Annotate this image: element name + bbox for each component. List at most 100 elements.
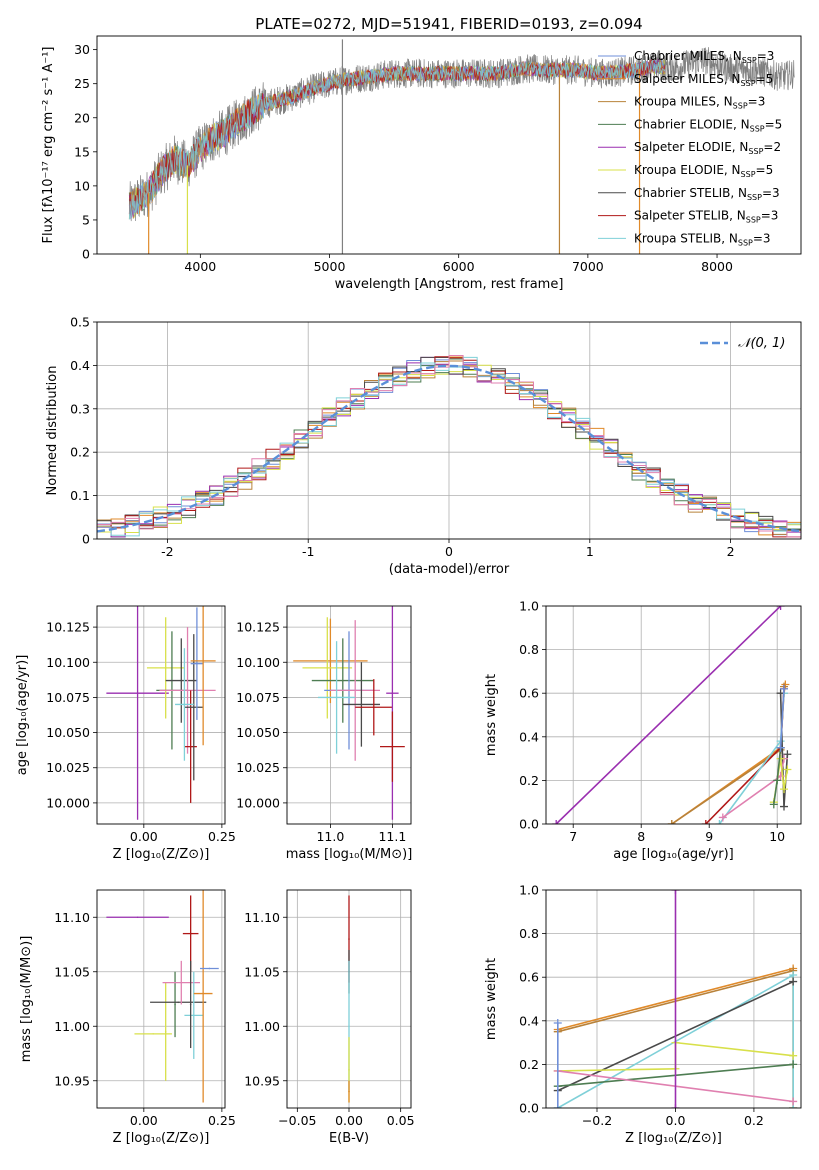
x-tick-label: 0.00 [130,1113,158,1128]
x-tick-label: 11.1 [378,829,406,844]
data-point [180,981,183,984]
y-tick-label: 10.050 [46,725,90,740]
y-tick-label: 0.5 [70,315,90,330]
weight-marker [715,820,724,824]
y-tick-label: 0.8 [519,642,539,657]
y-tick-label: 0.0 [519,1101,539,1116]
legend-entry: Kroupa MILES, NSSP=3 [634,95,765,111]
weight-marker [789,1097,798,1106]
weight-marker [667,820,676,824]
x-tick-label: 10 [769,829,785,844]
y-tick-label: 11.00 [54,1019,90,1034]
y-tick-label: 11.10 [244,910,280,925]
x-axis-label: wavelength [Angstrom, rest frame] [335,277,564,292]
data-point [360,703,363,706]
y-tick-label: 10.025 [46,760,90,775]
weight-marker [780,785,788,794]
weight-marker [553,1018,562,1027]
data-point [391,745,394,748]
x-axis-label: Z [log₁₀(Z/Z⊙)] [625,1131,722,1146]
data-point [326,667,329,669]
y-axis-label: mass weight [484,958,499,1040]
data-point [196,662,198,665]
x-tick-label: 8 [637,829,645,844]
histogram-step [97,354,801,538]
weight-marker [789,1060,798,1069]
x-tick-label: 0.0 [666,1113,686,1128]
spectrum-line [128,59,666,220]
y-tick-label: 0.6 [519,686,539,701]
x-tick-label: 9 [705,829,713,844]
data-point [136,692,139,694]
spectrum-legend: Chabrier MILES, NSSP=3 Salpeter MILES, NS… [598,49,782,247]
panel-mass_weight_vs_age: 7 8 9 10 0.0 0.2 0.4 0.6 0.8 1.0 age [log₁₀(age/yr… [484,599,802,862]
x-tick-label: 7 [569,829,577,844]
weight-marker [776,743,785,752]
y-axis-label: age [log₁₀(age/yr)] [15,655,30,776]
weight-line [555,606,782,824]
data-point [174,1003,176,1006]
y-tick-label: 10.95 [244,1073,280,1088]
data-point [192,1014,195,1017]
plot-content [546,890,801,1108]
x-tick-label: 5000 [314,259,346,274]
data-point [189,932,192,935]
axes-frame [96,889,226,1109]
x-tick-label: 8000 [701,259,733,274]
data-point [183,703,186,706]
data-point [202,992,204,995]
y-tick-label: 10 [74,178,90,193]
x-tick-label: 0.05 [387,1113,415,1128]
data-point [202,660,204,662]
weight-marker [780,802,788,811]
data-point [391,692,394,694]
x-tick-label: −0.05 [278,1113,316,1128]
weight-marker [769,800,778,809]
y-tick-label: 0.4 [70,358,90,373]
y-tick-label: 5 [82,212,90,227]
x-tick-label: 11.0 [316,829,344,844]
axes-frame [96,321,802,540]
y-tick-label: 0.8 [519,926,539,941]
weight-marker [776,606,785,610]
data-point [177,1001,179,1004]
data-point [348,1069,350,1071]
figure-title: PLATE=0272, MJD=51941, FIBERID=0193, z=0… [255,15,642,33]
weight-marker [783,765,792,774]
plot-area [546,606,801,824]
x-axis-label: (data-model)/error [389,562,510,577]
y-tick-label: 0.2 [519,773,539,788]
y-tick-label: 0.3 [70,401,90,416]
panel-age_vs_Z: 0.00 0.25 10.000 10.025 10.050 10.075 10.100 10… [15,605,236,862]
x-axis-label: age [log₁₀(age/yr)] [613,847,734,862]
y-tick-label: 11.05 [54,964,90,979]
legend-entry: Chabrier STELIB, NSSP=3 [634,186,780,202]
y-tick-label: 0 [82,532,90,547]
y-tick-label: 25 [74,76,90,91]
axes-frame [545,605,802,825]
plot-content [97,322,801,539]
y-tick-label: 0 [82,247,90,262]
legend-entry: Salpeter MILES, NSSP=5 [634,72,773,88]
y-tick-label: 1.0 [519,599,539,614]
panel-age_vs_mass: 11.0 11.1 10.000 10.025 10.050 10.075 10.100 10… [236,605,412,862]
data-point [152,1033,154,1035]
x-tick-label: −0.2 [582,1113,612,1128]
data-point [189,745,192,748]
y-tick-label: 10.025 [236,760,280,775]
y-tick-label: 10.075 [46,690,90,705]
legend-entry: Chabrier MILES, NSSP=3 [634,49,774,65]
weight-marker [718,813,727,822]
data-point [192,706,195,709]
x-tick-label: 0.00 [130,829,158,844]
data-point [164,667,167,669]
weight-marker [789,1051,798,1060]
panel-mass_vs_EBV: −0.05 0.00 0.05 10.95 11.00 11.05 11.10 E(B-V) [244,889,415,1146]
plot-area [97,890,225,1108]
y-tick-label: 0.2 [70,445,90,460]
weight-marker [701,820,710,824]
panel-residuals: -2 -1 0 1 2 0 0.1 0.2 0.3 0.4 0.5 (data-model)/erro… [45,315,802,577]
plot-area [97,606,225,824]
y-tick-label: 0.6 [519,970,539,985]
axes-frame [286,889,412,1109]
